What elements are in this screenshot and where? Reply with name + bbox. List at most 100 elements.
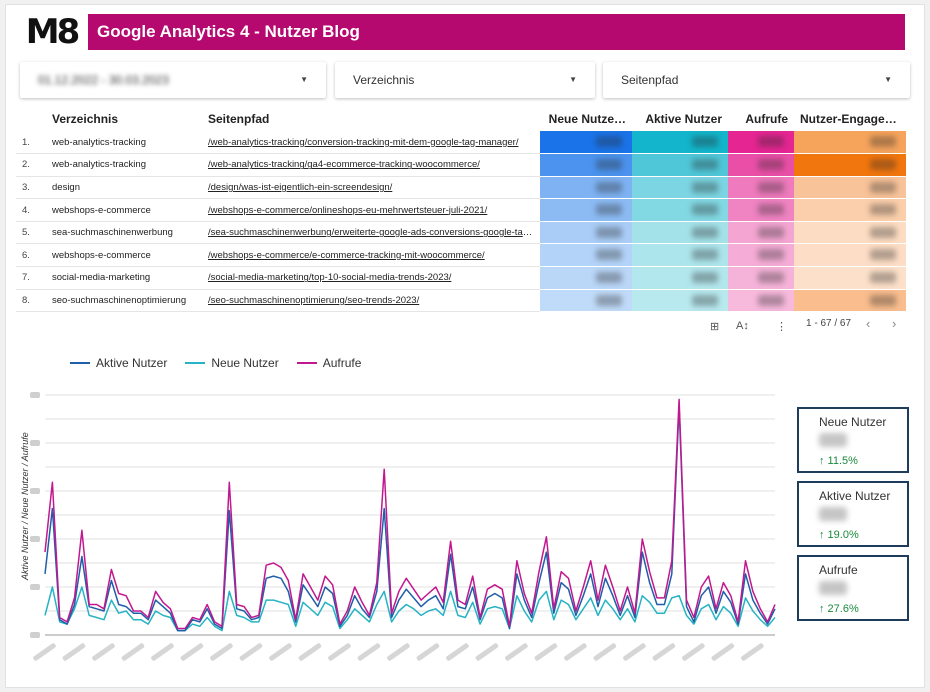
cell-directory: social-media-marketing (46, 266, 202, 290)
table-row[interactable]: 1. web-analytics-tracking/web-analytics-t… (16, 131, 906, 155)
x-tick-blurred (239, 643, 263, 661)
cell-metric-aufrufe (728, 289, 794, 313)
metric-value-blurred (870, 204, 896, 216)
header-nutzer-engagement[interactable]: Nutzer-Engagem… (794, 107, 906, 131)
legend-label: Neue Nutzer (211, 356, 279, 370)
metric-value-blurred (596, 272, 622, 284)
directory-filter[interactable]: Verzeichnis ▼ (335, 62, 595, 98)
x-tick-blurred (652, 643, 676, 661)
metric-value-blurred (596, 181, 622, 193)
cell-metric-neue-nutzer (540, 153, 632, 177)
cell-index: 6. (16, 243, 46, 268)
kpi-value-blurred (819, 581, 847, 595)
header-aufrufe[interactable]: Aufrufe (728, 107, 794, 131)
kpi-label: Aufrufe (819, 563, 858, 577)
cell-metric-aufrufe (728, 243, 794, 268)
cell-path[interactable]: /web-analytics-tracking/conversion-track… (202, 131, 540, 155)
table-row[interactable]: 5. sea-suchmaschinenwerbung/sea-suchmasch… (16, 221, 906, 245)
cell-index: 4. (16, 198, 46, 222)
date-range-filter[interactable]: 01.12.2022 - 30.03.2023 ▼ (20, 62, 326, 98)
caret-down-icon: ▼ (300, 75, 308, 84)
cell-metric-aufrufe (728, 131, 794, 155)
cell-metric-aktive-nutzer (632, 221, 728, 245)
x-tick-blurred (593, 643, 617, 661)
cell-path[interactable]: /social-media-marketing/top-10-social-me… (202, 266, 540, 290)
metric-value-blurred (596, 204, 622, 216)
cell-metric-neue-nutzer (540, 176, 632, 200)
metric-value-blurred (692, 159, 718, 171)
metric-value-blurred (596, 159, 622, 171)
metric-value-blurred (692, 226, 718, 238)
y-tick-blurred (30, 488, 40, 494)
path-filter[interactable]: Seitenpfad ▼ (603, 62, 910, 98)
header-verzeichnis[interactable]: Verzeichnis (46, 107, 202, 131)
cell-metric-neue-nutzer (540, 221, 632, 245)
caret-down-icon: ▼ (884, 75, 892, 84)
chevron-left-icon[interactable]: ‹ (866, 316, 871, 331)
brand-logo: M8 (15, 14, 88, 50)
cell-path[interactable]: /web-analytics-tracking/ga4-ecommerce-tr… (202, 153, 540, 177)
cell-directory: sea-suchmaschinenwerbung (46, 221, 202, 245)
more-vert-icon[interactable]: ⋮ (776, 321, 787, 333)
series-line-neue-nutzer (44, 586, 776, 632)
table-row[interactable]: 3. design/design/was-ist-eigentlich-ein-s… (16, 176, 906, 200)
metric-value-blurred (758, 181, 784, 193)
metric-value-blurred (758, 136, 784, 147)
cell-metric-nutzer-engagement (794, 289, 906, 313)
kpi-value-blurred (819, 433, 847, 447)
header-seitenpfad[interactable]: Seitenpfad (202, 107, 540, 131)
table-row[interactable]: 4. webshops-e-commerce/webshops-e-commerc… (16, 198, 906, 222)
table-row[interactable]: 6. webshops-e-commerce/webshops-e-commerc… (16, 243, 906, 268)
date-range-value: 01.12.2022 - 30.03.2023 (38, 73, 169, 87)
cell-directory: webshops-e-commerce (46, 243, 202, 268)
x-tick-blurred (33, 643, 56, 661)
cell-metric-neue-nutzer (540, 131, 632, 155)
metric-value-blurred (758, 204, 784, 216)
x-tick-blurred (416, 643, 440, 661)
cell-path[interactable]: /seo-suchmaschinenoptimierung/seo-trends… (202, 289, 540, 313)
x-tick-blurred (180, 643, 204, 661)
cell-path[interactable]: /webshops-e-commerce/onlineshops-eu-mehr… (202, 198, 540, 222)
y-axis-label: Aktive Nutzer / Neue Nutzer / Aufrufe (20, 432, 30, 580)
cell-metric-nutzer-engagement (794, 153, 906, 177)
x-tick-blurred (564, 643, 587, 661)
chart-settings-icon[interactable]: ⊞ (710, 321, 720, 333)
metric-value-blurred (870, 181, 896, 193)
cell-metric-nutzer-engagement (794, 176, 906, 200)
legend-label: Aufrufe (322, 356, 362, 370)
cell-directory: web-analytics-tracking (46, 153, 202, 177)
legend-item: Neue Nutzer (185, 356, 279, 370)
header-neue-nutzer[interactable]: Neue Nutze… (540, 107, 632, 131)
x-tick-blurred (534, 643, 558, 661)
legend-swatch (296, 362, 317, 364)
header-aktive-nutzer[interactable]: Aktive Nutzer (632, 107, 728, 131)
cell-metric-nutzer-engagement (794, 221, 906, 245)
cell-path[interactable]: /design/was-ist-eigentlich-ein-screendes… (202, 176, 540, 200)
legend-item: Aufrufe (296, 356, 362, 370)
sort-az-icon[interactable]: A↕ (736, 320, 749, 332)
cell-path[interactable]: /sea-suchmaschinenwerbung/erweiterte-goo… (202, 221, 540, 245)
cell-index: 7. (16, 266, 46, 290)
x-tick-blurred (387, 643, 410, 661)
table-header-row: Verzeichnis Seitenpfad Neue Nutze… Aktiv… (16, 107, 906, 131)
cell-metric-neue-nutzer (540, 243, 632, 268)
x-tick-blurred (210, 643, 233, 661)
chevron-right-icon[interactable]: › (892, 316, 897, 331)
metric-value-blurred (692, 136, 718, 147)
metric-value-blurred (758, 159, 784, 171)
metric-value-blurred (692, 181, 718, 193)
table-row[interactable]: 7. social-media-marketing/social-media-ma… (16, 266, 906, 290)
metric-value-blurred (596, 294, 622, 306)
metric-value-blurred (758, 249, 784, 261)
metric-value-blurred (870, 226, 896, 238)
cell-metric-aufrufe (728, 221, 794, 245)
table-row[interactable]: 2. web-analytics-tracking/web-analytics-t… (16, 153, 906, 177)
metric-value-blurred (758, 294, 784, 306)
cell-metric-neue-nutzer (540, 289, 632, 313)
chart-legend: Aktive Nutzer Neue Nutzer Aufrufe (70, 356, 361, 370)
cell-path[interactable]: /webshops-e-commerce/e-commerce-tracking… (202, 243, 540, 268)
series-line-aufrufe (44, 398, 776, 630)
metric-value-blurred (596, 249, 622, 261)
legend-swatch (185, 362, 206, 364)
table-row[interactable]: 8. seo-suchmaschinenoptimierung/seo-suchm… (16, 289, 906, 313)
